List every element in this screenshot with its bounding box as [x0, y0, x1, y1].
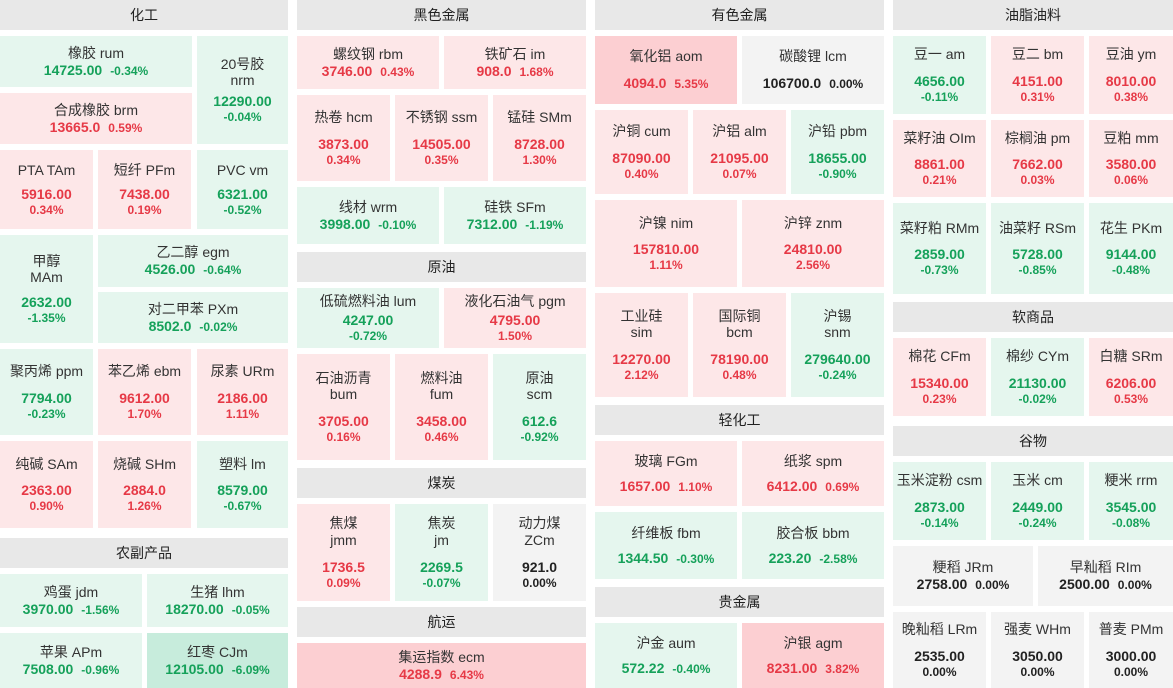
- sector-header-shipping: 航运: [297, 607, 586, 637]
- tile-im[interactable]: 铁矿石 im 908.0 1.68%: [444, 36, 586, 89]
- tile-RMm[interactable]: 菜籽粕 RMm 2859.00 -0.73%: [893, 203, 986, 294]
- tile-aom[interactable]: 氧化铝 aom 4094.0 5.35%: [595, 36, 737, 104]
- tile-snm[interactable]: 沪锡 snm 279640.00 -0.24%: [791, 293, 884, 397]
- tile-scm[interactable]: 原油 scm 612.6 -0.92%: [493, 354, 586, 460]
- tile-FGm[interactable]: 玻璃 FGm 1657.00 1.10%: [595, 441, 737, 506]
- tile-RSm[interactable]: 油菜籽 RSm 5728.00 -0.85%: [991, 203, 1084, 294]
- tile-ZCm[interactable]: 动力煤 ZCm 921.0 0.00%: [493, 504, 586, 601]
- tile-aum[interactable]: 沪金 aum 572.22 -0.40%: [595, 623, 737, 688]
- tile-CJm[interactable]: 红枣 CJm 12105.00 -6.09%: [147, 633, 288, 688]
- sector-header-light: 轻化工: [595, 405, 884, 435]
- tile-lm[interactable]: 塑料 lm 8579.00 -0.67%: [197, 441, 288, 528]
- tile-fbm[interactable]: 纤维板 fbm 1344.50 -0.30%: [595, 512, 737, 579]
- tile-nrm[interactable]: 20号胶 nrm 12290.00 -0.04%: [197, 36, 288, 144]
- sector-header-nonferrous: 有色金属: [595, 0, 884, 30]
- tile-LRm[interactable]: 晚籼稻 LRm 2535.00 0.00%: [893, 612, 986, 688]
- tile-bcm[interactable]: 国际铜 bcm 78190.00 0.48%: [693, 293, 786, 397]
- tile-ppm[interactable]: 聚丙烯 ppm 7794.00 -0.23%: [0, 349, 93, 435]
- tile-SRm[interactable]: 白糖 SRm 6206.00 0.53%: [1089, 338, 1173, 416]
- tile-fum[interactable]: 燃料油 fum 3458.00 0.46%: [395, 354, 488, 460]
- sector-header-coal: 煤炭: [297, 468, 586, 498]
- tile-ecm[interactable]: 集运指数 ecm 4288.9 6.43%: [297, 643, 586, 688]
- tile-znm[interactable]: 沪锌 znm 24810.00 2.56%: [742, 200, 884, 287]
- tile-lum[interactable]: 低硫燃料油 lum 4247.00 -0.72%: [297, 288, 439, 348]
- tile-MAm[interactable]: 甲醇 MAm 2632.00 -1.35%: [0, 235, 93, 343]
- tile-bum[interactable]: 石油沥青 bum 3705.00 0.16%: [297, 354, 390, 460]
- sector-header-crude: 原油: [297, 252, 586, 282]
- tile-rum[interactable]: 橡胶 rum 14725.00 -0.34%: [0, 36, 192, 87]
- tile-OIm[interactable]: 菜籽油 OIm 8861.00 0.21%: [893, 120, 986, 197]
- tile-PKm[interactable]: 花生 PKm 9144.00 -0.48%: [1089, 203, 1173, 294]
- tile-egm[interactable]: 乙二醇 egm 4526.00 -0.64%: [98, 235, 288, 287]
- tile-CYm[interactable]: 棉纱 CYm 21130.00 -0.02%: [991, 338, 1084, 416]
- tile-rbm[interactable]: 螺纹钢 rbm 3746.00 0.43%: [297, 36, 439, 89]
- tile-vm[interactable]: PVC vm 6321.00 -0.52%: [197, 150, 288, 229]
- tile-SAm[interactable]: 纯碱 SAm 2363.00 0.90%: [0, 441, 93, 528]
- tile-SHm[interactable]: 烧碱 SHm 2884.0 1.26%: [98, 441, 191, 528]
- tile-lhm[interactable]: 生猪 lhm 18270.00 -0.05%: [147, 574, 288, 627]
- tile-PXm[interactable]: 对二甲苯 PXm 8502.0 -0.02%: [98, 292, 288, 343]
- sector-header-ferrous: 黑色金属: [297, 0, 586, 30]
- tile-am[interactable]: 豆一 am 4656.00 -0.11%: [893, 36, 986, 114]
- tile-ebm[interactable]: 苯乙烯 ebm 9612.00 1.70%: [98, 349, 191, 435]
- sector-header-softs: 软商品: [893, 302, 1173, 332]
- sector-header-grain: 谷物: [893, 426, 1173, 456]
- tile-URm[interactable]: 尿素 URm 2186.00 1.11%: [197, 349, 288, 435]
- tile-cum[interactable]: 沪铜 cum 87090.00 0.40%: [595, 110, 688, 194]
- tile-brm[interactable]: 合成橡胶 brm 13665.0 0.59%: [0, 93, 192, 144]
- tile-SMm[interactable]: 锰硅 SMm 8728.00 1.30%: [493, 95, 586, 181]
- tile-APm[interactable]: 苹果 APm 7508.00 -0.96%: [0, 633, 142, 688]
- tile-pm[interactable]: 棕榈油 pm 7662.00 0.03%: [991, 120, 1084, 197]
- tile-bm[interactable]: 豆二 bm 4151.00 0.31%: [991, 36, 1084, 114]
- tile-lcm[interactable]: 碳酸锂 lcm 106700.0 0.00%: [742, 36, 884, 104]
- tile-wrm[interactable]: 线材 wrm 3998.00 -0.10%: [297, 187, 439, 244]
- sector-header-oilseeds: 油脂油料: [893, 0, 1173, 30]
- tile-jm[interactable]: 焦炭 jm 2269.5 -0.07%: [395, 504, 488, 601]
- tile-jdm[interactable]: 鸡蛋 jdm 3970.00 -1.56%: [0, 574, 142, 627]
- tile-CFm[interactable]: 棉花 CFm 15340.00 0.23%: [893, 338, 986, 416]
- sector-header-agri: 农副产品: [0, 538, 288, 568]
- tile-alm[interactable]: 沪铝 alm 21095.00 0.07%: [693, 110, 786, 194]
- tile-agm[interactable]: 沪银 agm 8231.00 3.82%: [742, 623, 884, 688]
- tile-sim[interactable]: 工业硅 sim 12270.00 2.12%: [595, 293, 688, 397]
- tile-nim[interactable]: 沪镍 nim 157810.00 1.11%: [595, 200, 737, 287]
- tile-pgm[interactable]: 液化石油气 pgm 4795.00 1.50%: [444, 288, 586, 348]
- tile-JRm[interactable]: 粳稻 JRm 2758.00 0.00%: [893, 546, 1033, 606]
- tile-ym[interactable]: 豆油 ym 8010.00 0.38%: [1089, 36, 1173, 114]
- tile-PMm[interactable]: 普麦 PMm 3000.00 0.00%: [1089, 612, 1173, 688]
- sector-header-precious: 贵金属: [595, 587, 884, 617]
- tile-hcm[interactable]: 热卷 hcm 3873.00 0.34%: [297, 95, 390, 181]
- tile-bbm[interactable]: 胶合板 bbm 223.20 -2.58%: [742, 512, 884, 579]
- tile-WHm[interactable]: 强麦 WHm 3050.00 0.00%: [991, 612, 1084, 688]
- tile-RIm[interactable]: 早籼稻 RIm 2500.00 0.00%: [1038, 546, 1173, 606]
- tile-ssm[interactable]: 不锈钢 ssm 14505.00 0.35%: [395, 95, 488, 181]
- tile-TAm[interactable]: PTA TAm 5916.00 0.34%: [0, 150, 93, 229]
- tile-mm[interactable]: 豆粕 mm 3580.00 0.06%: [1089, 120, 1173, 197]
- tile-SFm[interactable]: 硅铁 SFm 7312.00 -1.19%: [444, 187, 586, 244]
- tile-pbm[interactable]: 沪铅 pbm 18655.00 -0.90%: [791, 110, 884, 194]
- tile-rrm[interactable]: 粳米 rrm 3545.00 -0.08%: [1089, 462, 1173, 540]
- sector-header-chem: 化工: [0, 0, 288, 30]
- tile-csm[interactable]: 玉米淀粉 csm 2873.00 -0.14%: [893, 462, 986, 540]
- tile-PFm[interactable]: 短纤 PFm 7438.00 0.19%: [98, 150, 191, 229]
- tile-spm[interactable]: 纸浆 spm 6412.00 0.69%: [742, 441, 884, 506]
- tile-cm[interactable]: 玉米 cm 2449.00 -0.24%: [991, 462, 1084, 540]
- tile-jmm[interactable]: 焦煤 jmm 1736.5 0.09%: [297, 504, 390, 601]
